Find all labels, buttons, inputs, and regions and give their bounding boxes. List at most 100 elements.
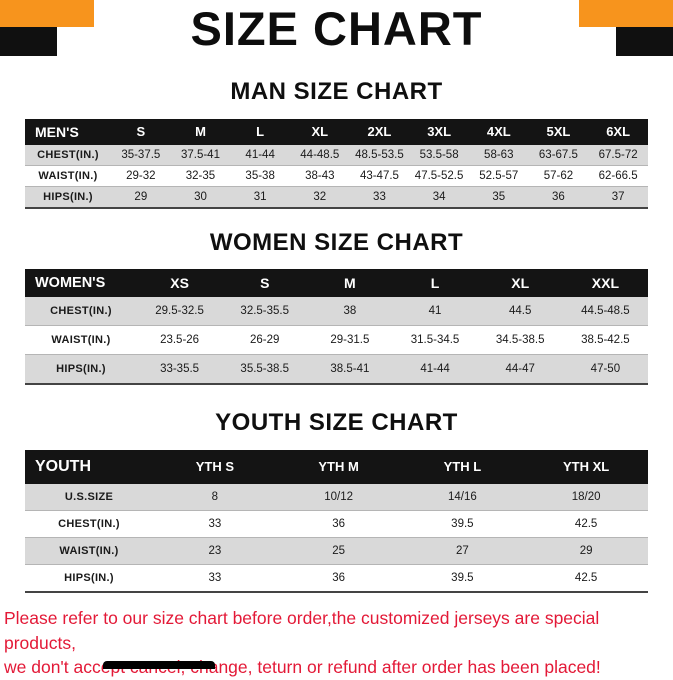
size-value-cell: 62-66.5	[588, 165, 648, 187]
size-value-cell: 32	[289, 186, 350, 209]
size-value-cell: 44.5-48.5	[562, 297, 648, 327]
corner-decoration-top-right-black	[616, 27, 673, 56]
disclaimer-line-1: Please refer to our size chart before or…	[4, 607, 600, 653]
size-column-header: L	[230, 118, 290, 145]
size-value-cell: 58-63	[468, 144, 529, 166]
table-row: CHEST(IN.) 29.5-32.5 32.5-35.5 38 41 44.5 44.5…	[25, 297, 648, 327]
youth-size-section: YOUTH SIZE CHART YOUTH YTH S YTH M YTH L YTH…	[0, 409, 673, 593]
size-value-cell: 41-44	[230, 144, 290, 166]
size-value-cell: 35.5-38.5	[222, 354, 308, 385]
table-row: HIPS(IN.) 33 36 39.5 42.5	[25, 564, 648, 593]
table-header-row: WOMEN'S XS S M L XL XXL	[25, 269, 648, 298]
size-value-cell: 53.5-58	[409, 144, 469, 166]
size-value-cell: 41	[392, 297, 478, 327]
table-row: WAIST(IN.) 29-32 32-35 35-38 38-43 43-47.5 47.…	[25, 165, 648, 187]
man-section-heading: MAN SIZE CHART	[230, 78, 443, 105]
size-value-cell: 8	[153, 483, 277, 511]
page-header: SIZE CHART	[0, 0, 673, 62]
size-column-header: XL	[477, 269, 563, 298]
size-value-cell: 31.5-34.5	[392, 325, 478, 356]
size-column-header: XL	[289, 118, 350, 145]
table-row: U.S.SIZE 8 10/12 14/16 18/20	[25, 483, 648, 511]
table-header-row: MEN'S S M L XL 2XL 3XL 4XL 5XL 6XL	[25, 118, 648, 145]
size-value-cell: 23.5-26	[137, 325, 223, 356]
size-value-cell: 14/16	[400, 483, 525, 511]
size-value-cell: 39.5	[400, 510, 525, 538]
size-column-header: 4XL	[468, 118, 529, 145]
size-value-cell: 63-67.5	[528, 144, 589, 166]
size-value-cell: 47-50	[562, 354, 648, 385]
size-value-cell: 42.5	[524, 564, 648, 593]
man-size-table: MEN'S S M L XL 2XL 3XL 4XL 5XL 6XL CHEST(IN.) 35-37…	[25, 118, 648, 209]
size-column-header: 3XL	[409, 118, 469, 145]
size-value-cell: 52.5-57	[468, 165, 529, 187]
size-column-header: 5XL	[528, 118, 589, 145]
size-value-cell: 27	[400, 537, 525, 565]
table-row: HIPS(IN.) 29 30 31 32 33 34 35 36 37	[25, 186, 648, 209]
size-value-cell: 44-48.5	[289, 144, 350, 166]
size-value-cell: 29-32	[111, 165, 171, 187]
size-value-cell: 38.5-41	[307, 354, 393, 385]
size-value-cell: 36	[276, 510, 401, 538]
size-value-cell: 44.5	[477, 297, 563, 327]
size-value-cell: 35-38	[230, 165, 290, 187]
row-label-cell: HIPS(IN.)	[25, 564, 153, 593]
size-value-cell: 30	[170, 186, 231, 209]
row-label-cell: U.S.SIZE	[25, 483, 153, 511]
size-value-cell: 44-47	[477, 354, 563, 385]
row-label-cell: CHEST(IN.)	[25, 297, 137, 327]
size-value-cell: 31	[230, 186, 290, 209]
size-column-header: S	[111, 118, 171, 145]
corner-decoration-top-left-orange	[0, 0, 94, 27]
size-value-cell: 35	[468, 186, 529, 209]
size-value-cell: 34	[409, 186, 469, 209]
size-value-cell: 37	[588, 186, 648, 209]
size-value-cell: 38.5-42.5	[562, 325, 648, 356]
size-value-cell: 47.5-52.5	[409, 165, 469, 187]
size-value-cell: 41-44	[392, 354, 478, 385]
size-value-cell: 33-35.5	[137, 354, 223, 385]
table-row: WAIST(IN.) 23.5-26 26-29 29-31.5 31.5-34.5 34…	[25, 325, 648, 356]
size-column-header: YTH M	[276, 449, 401, 484]
man-size-section: MAN SIZE CHART MEN'S S M L XL 2XL 3XL 4XL 5XL 6XL…	[0, 78, 673, 209]
table-header-row: YOUTH YTH S YTH M YTH L YTH XL	[25, 449, 648, 484]
corner-decoration-top-right-orange	[579, 0, 673, 27]
women-size-section: WOMEN SIZE CHART WOMEN'S XS S M L XL XXL CHEST(…	[0, 229, 673, 386]
size-column-header: YTH XL	[524, 449, 648, 484]
size-value-cell: 67.5-72	[588, 144, 648, 166]
table-title-cell: MEN'S	[25, 118, 111, 145]
row-label-cell: HIPS(IN.)	[25, 186, 111, 209]
size-value-cell: 10/12	[276, 483, 401, 511]
size-column-header: YTH S	[153, 449, 277, 484]
size-value-cell: 29	[111, 186, 171, 209]
size-value-cell: 38-43	[289, 165, 350, 187]
size-value-cell: 18/20	[524, 483, 648, 511]
size-column-header: YTH L	[400, 449, 525, 484]
size-column-header: XS	[137, 269, 223, 298]
table-row: CHEST(IN.) 33 36 39.5 42.5	[25, 510, 648, 538]
youth-section-heading: YOUTH SIZE CHART	[215, 409, 458, 437]
size-value-cell: 33	[153, 510, 277, 538]
size-column-header: XXL	[562, 269, 648, 298]
size-value-cell: 38	[307, 297, 393, 327]
women-size-table: WOMEN'S XS S M L XL XXL CHEST(IN.) 29.5-32.5 32.5…	[25, 269, 648, 386]
size-value-cell: 43-47.5	[349, 165, 410, 187]
size-value-cell: 32-35	[170, 165, 231, 187]
size-column-header: 2XL	[349, 118, 410, 145]
row-label-cell: WAIST(IN.)	[25, 165, 111, 187]
size-value-cell: 33	[153, 564, 277, 593]
page-title: SIZE CHART	[190, 2, 483, 55]
size-value-cell: 29	[524, 537, 648, 565]
size-column-header: M	[170, 118, 231, 145]
size-column-header: L	[392, 269, 478, 298]
size-column-header: 6XL	[588, 118, 648, 145]
table-row: WAIST(IN.) 23 25 27 29	[25, 537, 648, 565]
corner-decoration-top-left-black	[0, 27, 57, 56]
size-value-cell: 29-31.5	[307, 325, 393, 356]
table-title-cell: WOMEN'S	[25, 269, 137, 298]
size-column-header: M	[307, 269, 393, 298]
row-label-cell: HIPS(IN.)	[25, 354, 137, 385]
size-value-cell: 35-37.5	[111, 144, 171, 166]
size-value-cell: 25	[276, 537, 401, 565]
size-value-cell: 39.5	[400, 564, 525, 593]
